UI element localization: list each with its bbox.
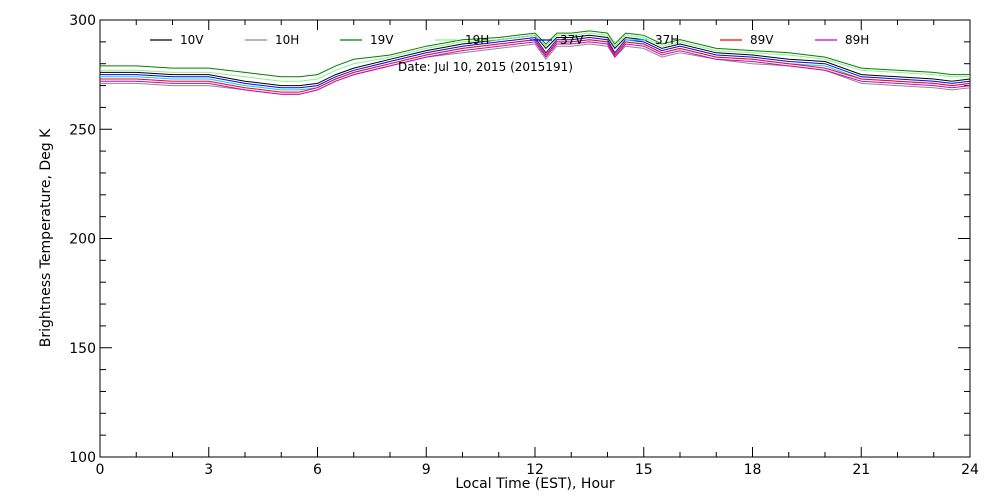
- x-axis-label: Local Time (EST), Hour: [455, 476, 615, 492]
- y-tick-label: 200: [69, 232, 96, 248]
- legend-item-10h: 10H: [245, 33, 299, 47]
- series-line-19v: [100, 30, 970, 78]
- x-tick-label: 18: [744, 462, 762, 478]
- legend-item-89v: 89V: [720, 33, 774, 47]
- x-tick-label: 0: [96, 462, 105, 478]
- legend-label: 37V: [560, 33, 584, 47]
- legend-item-37h: 37H: [625, 33, 679, 47]
- legend: 10V 10H 19V 19H 37V 37H 89V 89H: [150, 33, 869, 47]
- legend-item-10v: 10V: [150, 33, 204, 47]
- legend-label: 19V: [370, 33, 394, 47]
- legend-label: 10V: [180, 33, 204, 47]
- series-line-89h: [100, 41, 971, 95]
- x-tick-label: 15: [635, 462, 653, 478]
- y-axis-label: Brightness Temperature, Deg K: [38, 128, 54, 347]
- legend-label: 89H: [845, 33, 869, 47]
- legend-label: 19H: [465, 33, 489, 47]
- legend-label: 37H: [655, 33, 679, 47]
- y-tick-label: 150: [69, 341, 96, 357]
- series-line-89v: [100, 39, 971, 93]
- x-tick-label: 24: [961, 462, 979, 478]
- x-tick-label: 3: [204, 462, 213, 478]
- legend-label: 89V: [750, 33, 774, 47]
- x-tick-label: 6: [313, 462, 322, 478]
- legend-item-19v: 19V: [340, 33, 394, 47]
- series-line-37v: [100, 36, 971, 89]
- series-line-19h: [100, 32, 970, 82]
- y-tick-label: 250: [69, 122, 96, 138]
- date-annotation: Date: Jul 10, 2015 (2015191): [398, 60, 573, 74]
- legend-label: 10H: [275, 33, 299, 47]
- legend-item-37v: 37V: [530, 33, 584, 47]
- series-lines: [100, 30, 971, 95]
- series-line-10v: [100, 34, 971, 87]
- legend-item-89h: 89H: [815, 33, 869, 47]
- x-tick-label: 21: [852, 462, 870, 478]
- x-tick-label: 9: [422, 462, 431, 478]
- y-tick-label: 100: [69, 450, 96, 466]
- y-tick-label: 300: [69, 13, 96, 29]
- x-tick-label: 12: [526, 462, 544, 478]
- axis-ticks: 0 3 6 9 12 15 18 21 24 100 150 200 250 300: [69, 13, 979, 478]
- legend-item-19h: 19H: [435, 33, 489, 47]
